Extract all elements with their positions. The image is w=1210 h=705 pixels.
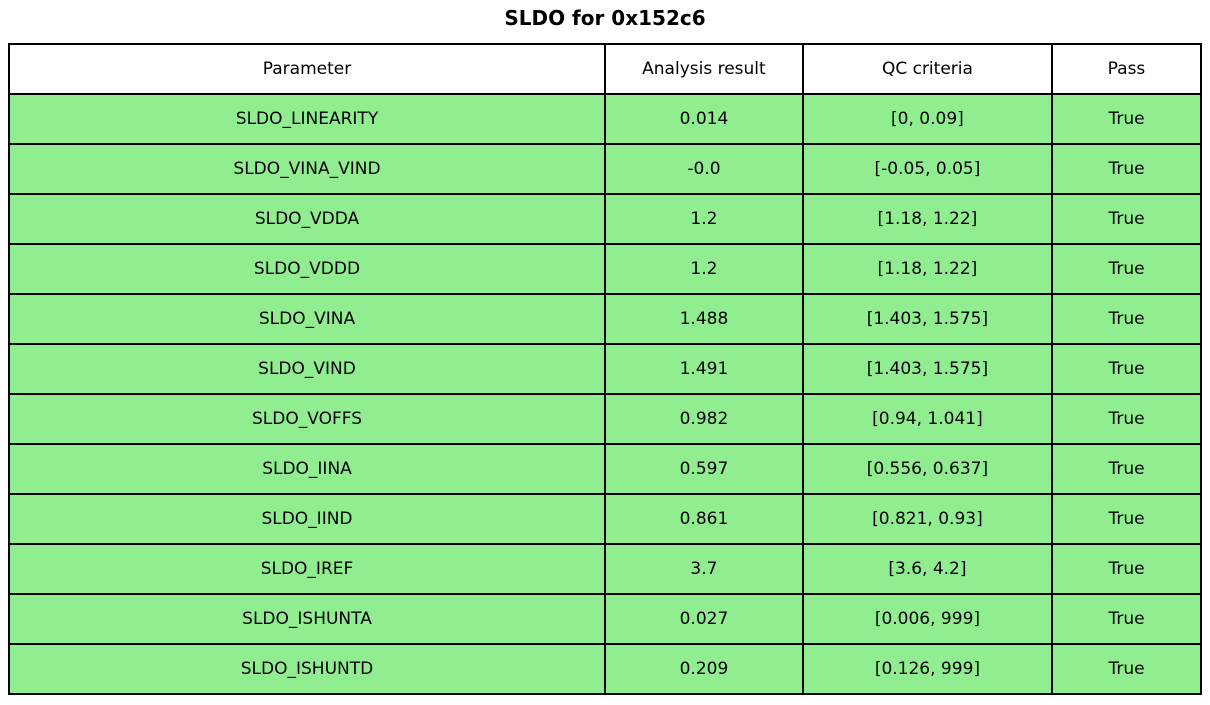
pass-cell: True bbox=[1050, 243, 1203, 295]
analysis-result-cell: 0.597 bbox=[604, 443, 804, 495]
qc-criteria-cell: [0.94, 1.041] bbox=[801, 393, 1053, 445]
pass-cell: True bbox=[1050, 293, 1203, 345]
analysis-result-cell: 0.982 bbox=[604, 393, 804, 445]
table-row: SLDO_IIND 0.861 [0.821, 0.93] True bbox=[8, 493, 1203, 545]
parameter-cell: SLDO_VDDD bbox=[8, 243, 606, 295]
qc-criteria-cell: [3.6, 4.2] bbox=[801, 543, 1053, 595]
analysis-result-cell: 0.209 bbox=[604, 643, 804, 695]
parameter-cell: SLDO_VINA bbox=[8, 293, 606, 345]
analysis-result-cell: -0.0 bbox=[604, 143, 804, 195]
analysis-result-cell: 0.027 bbox=[604, 593, 804, 645]
qc-criteria-cell: [0, 0.09] bbox=[801, 93, 1053, 145]
table-body: SLDO_LINEARITY 0.014 [0, 0.09] True SLDO_VIN… bbox=[8, 93, 1203, 695]
table-row: SLDO_VDDD 1.2 [1.18, 1.22] True bbox=[8, 243, 1203, 295]
table-row: SLDO_IREF 3.7 [3.6, 4.2] True bbox=[8, 543, 1203, 595]
qc-criteria-cell: [1.403, 1.575] bbox=[801, 293, 1053, 345]
pass-cell: True bbox=[1050, 393, 1203, 445]
qc-criteria-cell: [0.006, 999] bbox=[801, 593, 1053, 645]
pass-cell: True bbox=[1050, 143, 1203, 195]
qc-criteria-cell: [1.18, 1.22] bbox=[801, 243, 1053, 295]
table-row: SLDO_VIND 1.491 [1.403, 1.575] True bbox=[8, 343, 1203, 395]
qc-criteria-cell: [-0.05, 0.05] bbox=[801, 143, 1053, 195]
parameter-cell: SLDO_IIND bbox=[8, 493, 606, 545]
parameter-cell: SLDO_ISHUNTA bbox=[8, 593, 606, 645]
table-row: SLDO_LINEARITY 0.014 [0, 0.09] True bbox=[8, 93, 1203, 145]
analysis-result-cell: 1.2 bbox=[604, 193, 804, 245]
table-row: SLDO_VINA_VIND -0.0 [-0.05, 0.05] True bbox=[8, 143, 1203, 195]
pass-cell: True bbox=[1050, 593, 1203, 645]
page-title: SLDO for 0x152c6 bbox=[504, 6, 706, 30]
table-row: SLDO_IINA 0.597 [0.556, 0.637] True bbox=[8, 443, 1203, 495]
parameter-cell: SLDO_VIND bbox=[8, 343, 606, 395]
parameter-cell: SLDO_LINEARITY bbox=[8, 93, 606, 145]
parameter-cell: SLDO_VINA_VIND bbox=[8, 143, 606, 195]
qc-criteria-cell: [0.821, 0.93] bbox=[801, 493, 1053, 545]
qc-criteria-cell: [0.126, 999] bbox=[801, 643, 1053, 695]
analysis-result-cell: 1.2 bbox=[604, 243, 804, 295]
parameter-cell: SLDO_ISHUNTD bbox=[8, 643, 606, 695]
analysis-result-cell: 1.488 bbox=[604, 293, 804, 345]
qc-criteria-cell: [1.403, 1.575] bbox=[801, 343, 1053, 395]
column-header-analysis-result: Analysis result bbox=[604, 43, 804, 95]
parameter-cell: SLDO_IINA bbox=[8, 443, 606, 495]
analysis-result-cell: 3.7 bbox=[604, 543, 804, 595]
header-row: Parameter Analysis result QC criteria Pass bbox=[8, 43, 1203, 95]
pass-cell: True bbox=[1050, 543, 1203, 595]
pass-cell: True bbox=[1050, 493, 1203, 545]
analysis-result-cell: 0.861 bbox=[604, 493, 804, 545]
parameter-cell: SLDO_VOFFS bbox=[8, 393, 606, 445]
table-row: SLDO_ISHUNTA 0.027 [0.006, 999] True bbox=[8, 593, 1203, 645]
pass-cell: True bbox=[1050, 193, 1203, 245]
analysis-result-cell: 1.491 bbox=[604, 343, 804, 395]
parameter-cell: SLDO_VDDA bbox=[8, 193, 606, 245]
table-row: SLDO_VINA 1.488 [1.403, 1.575] True bbox=[8, 293, 1203, 345]
qc-results-table: Parameter Analysis result QC criteria Pass … bbox=[8, 43, 1203, 695]
table-row: SLDO_ISHUNTD 0.209 [0.126, 999] True bbox=[8, 643, 1203, 695]
parameter-cell: SLDO_IREF bbox=[8, 543, 606, 595]
pass-cell: True bbox=[1050, 443, 1203, 495]
column-header-qc-criteria: QC criteria bbox=[801, 43, 1053, 95]
pass-cell: True bbox=[1050, 93, 1203, 145]
analysis-result-cell: 0.014 bbox=[604, 93, 804, 145]
pass-cell: True bbox=[1050, 643, 1203, 695]
qc-criteria-cell: [1.18, 1.22] bbox=[801, 193, 1053, 245]
table-row: SLDO_VOFFS 0.982 [0.94, 1.041] True bbox=[8, 393, 1203, 445]
pass-cell: True bbox=[1050, 343, 1203, 395]
column-header-parameter: Parameter bbox=[8, 43, 606, 95]
column-header-pass: Pass bbox=[1050, 43, 1203, 95]
qc-criteria-cell: [0.556, 0.637] bbox=[801, 443, 1053, 495]
table-row: SLDO_VDDA 1.2 [1.18, 1.22] True bbox=[8, 193, 1203, 245]
